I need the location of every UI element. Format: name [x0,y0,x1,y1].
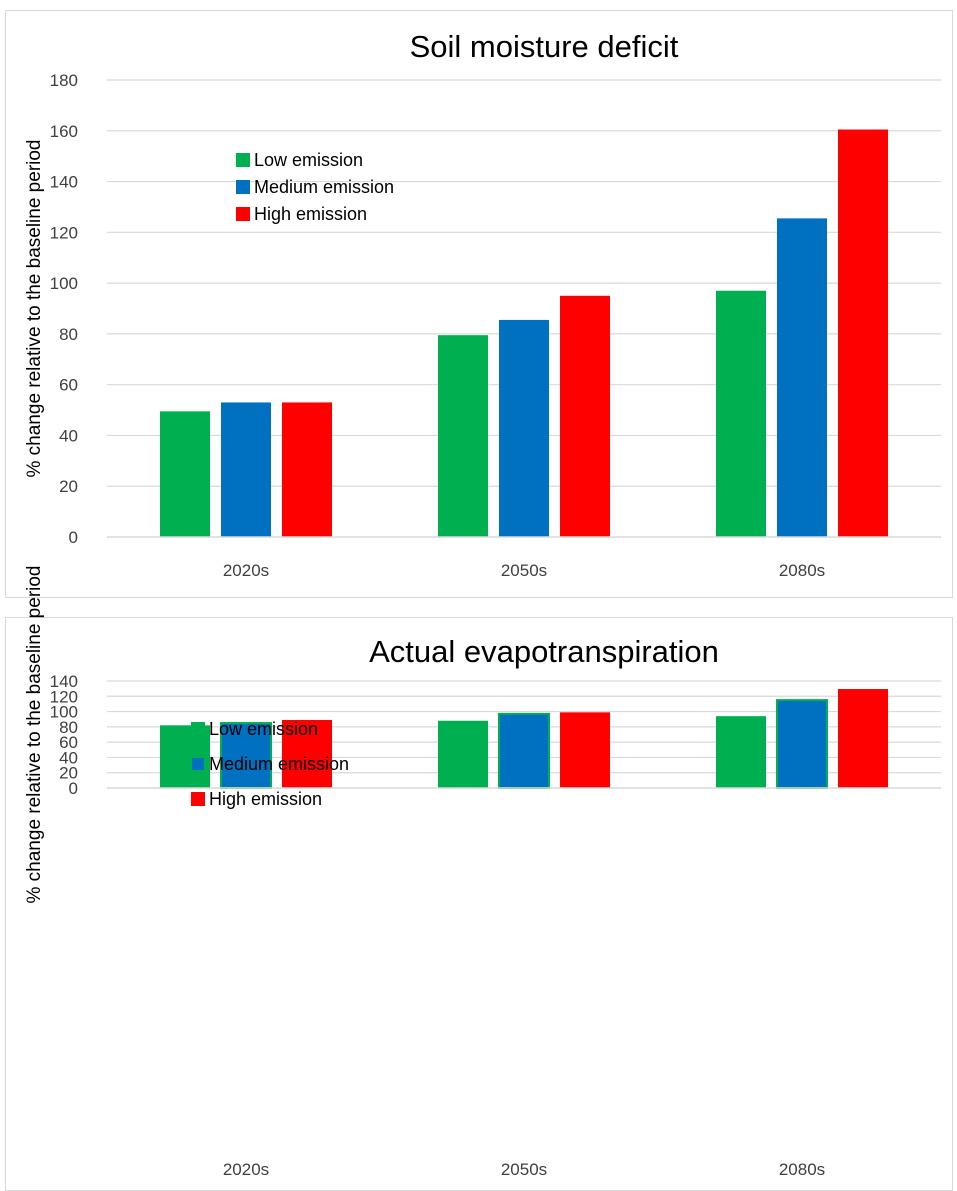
y-tick-label: 140 [50,173,78,192]
bar-medium-emission-2020s [220,722,272,789]
bar-high-emission-2020s [282,719,332,788]
bar-low-emission-2080s [716,290,766,537]
y-tick-label: 80 [59,718,78,737]
legend-swatch [236,180,250,194]
soil-moisture-deficit-chart: Soil moisture deficit % change relative t… [24,29,941,580]
y-tick-label: 120 [50,223,78,242]
x-category-label: 2020s [223,1160,269,1179]
y-tick-label: 160 [50,122,78,141]
legend-label: Medium emission [209,754,349,774]
legend-label: Low emission [209,719,318,739]
bar-high-emission-2080s [838,129,888,537]
y-tick-label: 100 [50,703,78,722]
bar-high-emission-2050s [560,712,610,788]
y-tick-label: 180 [50,71,78,90]
legend-label: High emission [209,789,322,809]
bar-medium-emission-2080s [776,699,828,789]
bar-low-emission-2050s [438,720,488,788]
x-category-label: 2020s [223,561,269,580]
y-tick-label: 20 [59,764,78,783]
y-tick-label: 60 [59,376,78,395]
y-tick-label: 140 [50,672,78,691]
chart-title: Actual evapotranspiration [369,634,719,669]
bar-high-emission-2020s [282,402,332,537]
x-category-label: 2050s [501,561,547,580]
x-category-label: 2080s [779,561,825,580]
bar-medium-emission-2050s [499,319,549,537]
legend-label: High emission [254,204,367,224]
legend-swatch [236,153,250,167]
chart-panel-actual-evapotranspiration: Actual evapotranspiration % change relati… [0,565,957,1191]
y-tick-label: 40 [59,426,78,445]
bar-medium-emission-2080s [777,218,827,537]
y-tick-label: 0 [69,528,78,547]
bar-high-emission-2050s [560,295,610,537]
y-tick-label: 0 [69,779,78,798]
legend-swatch [191,792,205,806]
x-category-label: 2080s [779,1160,825,1179]
legend-label: Low emission [254,150,363,170]
bar-medium-emission-2050s [498,712,550,789]
bar-low-emission-2050s [438,335,488,537]
y-tick-label: 20 [59,477,78,496]
legend: Low emission Medium emission High emission [190,719,349,809]
y-tick-label: 120 [50,687,78,706]
y-tick-label: 60 [59,733,78,752]
x-category-label: 2050s [501,1160,547,1179]
y-tick-label: 40 [59,748,78,767]
chart-panel-soil-moisture-deficit: Soil moisture deficit % change relative t… [5,10,953,598]
legend-swatch [190,756,206,772]
legend-label: Medium emission [254,177,394,197]
chart-frame [5,10,953,598]
y-tick-label: 80 [59,325,78,344]
y-axis-label: % change relative to the baseline period [24,139,45,477]
legend-swatch [191,722,205,736]
bar-low-emission-2020s [160,411,210,537]
actual-evapotranspiration-chart: Actual evapotranspiration % change relati… [24,565,941,1179]
legend-swatch [236,207,250,221]
y-axis-label: % change relative to the baseline period [24,565,45,903]
bar-high-emission-2080s [838,689,888,788]
y-tick-label: 100 [50,274,78,293]
bar-low-emission-2080s [716,716,766,788]
legend: Low emission Medium emission High emission [236,150,394,224]
bar-medium-emission-2020s [221,402,271,537]
chart-title: Soil moisture deficit [410,29,679,64]
